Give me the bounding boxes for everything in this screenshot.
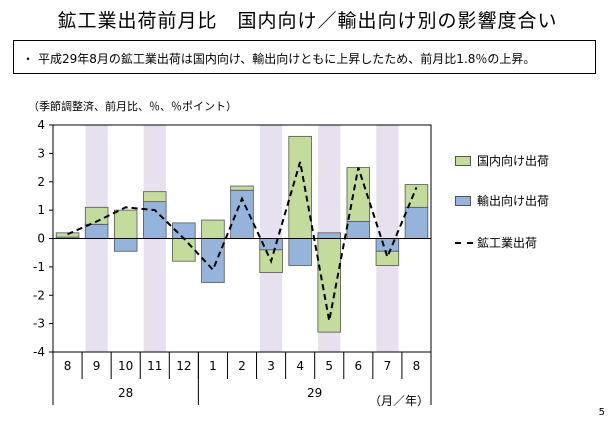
bar-export <box>113 238 138 252</box>
x-tick-label: 11 <box>147 359 162 373</box>
y-tick-label: 2 <box>37 175 45 189</box>
page-title: 鉱工業出荷前月比 国内向け／輸出向け別の影響度合い <box>57 10 558 32</box>
legend-domestic-label: 国内向け出荷 <box>477 154 550 168</box>
x-tick-label: 4 <box>296 359 304 373</box>
unit-note: （季節調整済、前月比、％、％ポイント） <box>28 100 237 113</box>
x-tick-label: 9 <box>93 359 101 373</box>
bar-domestic <box>113 209 138 239</box>
legend-total: 鉱工業出荷 <box>455 234 605 254</box>
summary-box: ・ 平成29年8月の鉱工業出荷は国内向け、輸出向けともに上昇したため、前月比1.… <box>13 40 596 74</box>
legend-export: 輸出向け出荷 <box>455 192 605 212</box>
x-tick-label: 8 <box>413 359 421 373</box>
bar-export <box>317 232 341 239</box>
bar-domestic <box>230 185 254 191</box>
bar-export <box>143 201 167 239</box>
bar-domestic <box>143 191 167 203</box>
legend-export-swatch <box>455 196 471 206</box>
x-tick-label: 10 <box>118 359 133 373</box>
y-tick-label: 3 <box>37 146 45 160</box>
legend-export-label: 輸出向け出荷 <box>477 194 550 208</box>
x-tick-label: 5 <box>325 359 333 373</box>
x-tick-label: 12 <box>176 359 191 373</box>
year-label: 28 <box>118 386 133 400</box>
y-tick-label: 1 <box>37 203 45 217</box>
bar-export <box>288 238 312 266</box>
summary-text: 平成29年8月の鉱工業出荷は国内向け、輸出向けともに上昇したため、前月比1.8％… <box>38 52 536 66</box>
axis-unit-label: （月／年） <box>369 394 429 408</box>
x-tick-label: 8 <box>64 359 72 373</box>
bar-export <box>346 221 371 239</box>
y-tick-label: -2 <box>33 288 45 302</box>
page-number: 5 <box>598 407 605 418</box>
y-tick-label: 0 <box>37 232 45 246</box>
y-tick-label: -3 <box>33 317 45 331</box>
bar-domestic <box>55 232 80 238</box>
year-label: 29 <box>307 386 322 400</box>
y-tick-label: -4 <box>33 345 45 359</box>
y-tick-label: -1 <box>33 260 45 274</box>
line-total <box>67 161 418 321</box>
x-tick-label: 1 <box>209 359 217 373</box>
summary-bullet: ・ <box>22 52 35 66</box>
x-tick-label: 3 <box>267 359 275 373</box>
legend-domestic-swatch <box>455 156 471 166</box>
y-tick-label: 4 <box>37 118 45 132</box>
bar-domestic <box>375 250 400 266</box>
bar-domestic <box>404 184 429 208</box>
bar-export <box>404 206 429 239</box>
bar-domestic <box>172 238 196 262</box>
legend-total-label: 鉱工業出荷 <box>477 236 538 250</box>
legend-domestic: 国内向け出荷 <box>455 152 605 172</box>
bar-export <box>84 223 109 239</box>
x-tick-label: 7 <box>384 359 392 373</box>
bar-domestic <box>288 135 312 239</box>
legend-total-line <box>455 242 473 244</box>
x-tick-label: 6 <box>354 359 362 373</box>
bar-domestic <box>201 219 225 239</box>
x-tick-label: 2 <box>238 359 246 373</box>
